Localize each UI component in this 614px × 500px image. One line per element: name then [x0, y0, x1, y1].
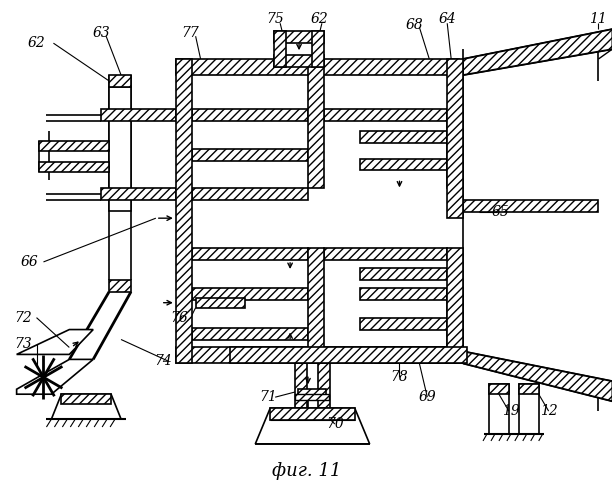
- Bar: [295, 394, 329, 400]
- Bar: [109, 87, 131, 211]
- Bar: [295, 364, 307, 408]
- Bar: [324, 248, 447, 260]
- Bar: [39, 162, 109, 172]
- Text: 68: 68: [405, 18, 423, 32]
- Bar: [192, 248, 308, 260]
- Bar: [192, 109, 308, 120]
- Bar: [308, 59, 324, 188]
- Bar: [101, 109, 176, 120]
- Bar: [447, 109, 463, 188]
- Text: 62: 62: [311, 12, 329, 26]
- Polygon shape: [17, 330, 93, 354]
- Text: 69: 69: [419, 390, 436, 404]
- Polygon shape: [17, 360, 93, 394]
- Bar: [176, 59, 459, 75]
- Text: 12: 12: [540, 404, 558, 418]
- Polygon shape: [52, 394, 121, 419]
- Bar: [39, 140, 109, 150]
- Bar: [192, 288, 308, 300]
- Bar: [192, 188, 308, 200]
- Text: 77: 77: [182, 26, 200, 40]
- Bar: [447, 248, 463, 364]
- Text: 72: 72: [15, 310, 33, 324]
- Text: 73: 73: [15, 338, 33, 351]
- Polygon shape: [255, 408, 370, 444]
- Bar: [274, 31, 286, 67]
- Bar: [298, 389, 326, 397]
- Text: 70: 70: [326, 417, 344, 431]
- Bar: [360, 288, 447, 300]
- Text: 62: 62: [28, 36, 45, 50]
- Bar: [519, 384, 538, 394]
- Text: 19: 19: [502, 404, 519, 418]
- Bar: [489, 384, 509, 394]
- Bar: [274, 55, 324, 67]
- Bar: [308, 248, 324, 364]
- Bar: [312, 31, 324, 67]
- Bar: [447, 288, 463, 364]
- Text: 11: 11: [589, 12, 607, 26]
- Text: 66: 66: [21, 255, 39, 269]
- Text: 64: 64: [438, 12, 456, 26]
- Bar: [270, 408, 355, 420]
- Bar: [318, 364, 330, 408]
- Bar: [109, 75, 131, 87]
- Bar: [324, 109, 447, 120]
- Bar: [109, 280, 131, 292]
- Bar: [192, 148, 308, 160]
- Polygon shape: [463, 352, 612, 401]
- Text: 76: 76: [170, 310, 188, 324]
- Bar: [61, 394, 111, 404]
- Bar: [360, 158, 447, 170]
- Bar: [230, 348, 467, 364]
- Bar: [519, 384, 538, 434]
- Text: фиг. 11: фиг. 11: [273, 462, 341, 480]
- Bar: [360, 268, 447, 280]
- Bar: [176, 59, 192, 364]
- Bar: [489, 384, 509, 434]
- Bar: [101, 188, 176, 200]
- Bar: [447, 59, 463, 218]
- Text: 71: 71: [259, 390, 277, 404]
- Text: 74: 74: [154, 354, 172, 368]
- Text: 78: 78: [391, 370, 408, 384]
- Text: 65: 65: [492, 205, 510, 219]
- Text: 75: 75: [266, 12, 284, 26]
- Bar: [360, 318, 447, 330]
- Bar: [192, 328, 308, 340]
- Bar: [196, 298, 246, 308]
- Bar: [274, 31, 324, 43]
- Bar: [463, 200, 599, 212]
- Bar: [375, 348, 449, 364]
- Bar: [176, 348, 459, 364]
- Polygon shape: [463, 29, 612, 75]
- Text: 63: 63: [92, 26, 110, 40]
- Bar: [360, 130, 447, 142]
